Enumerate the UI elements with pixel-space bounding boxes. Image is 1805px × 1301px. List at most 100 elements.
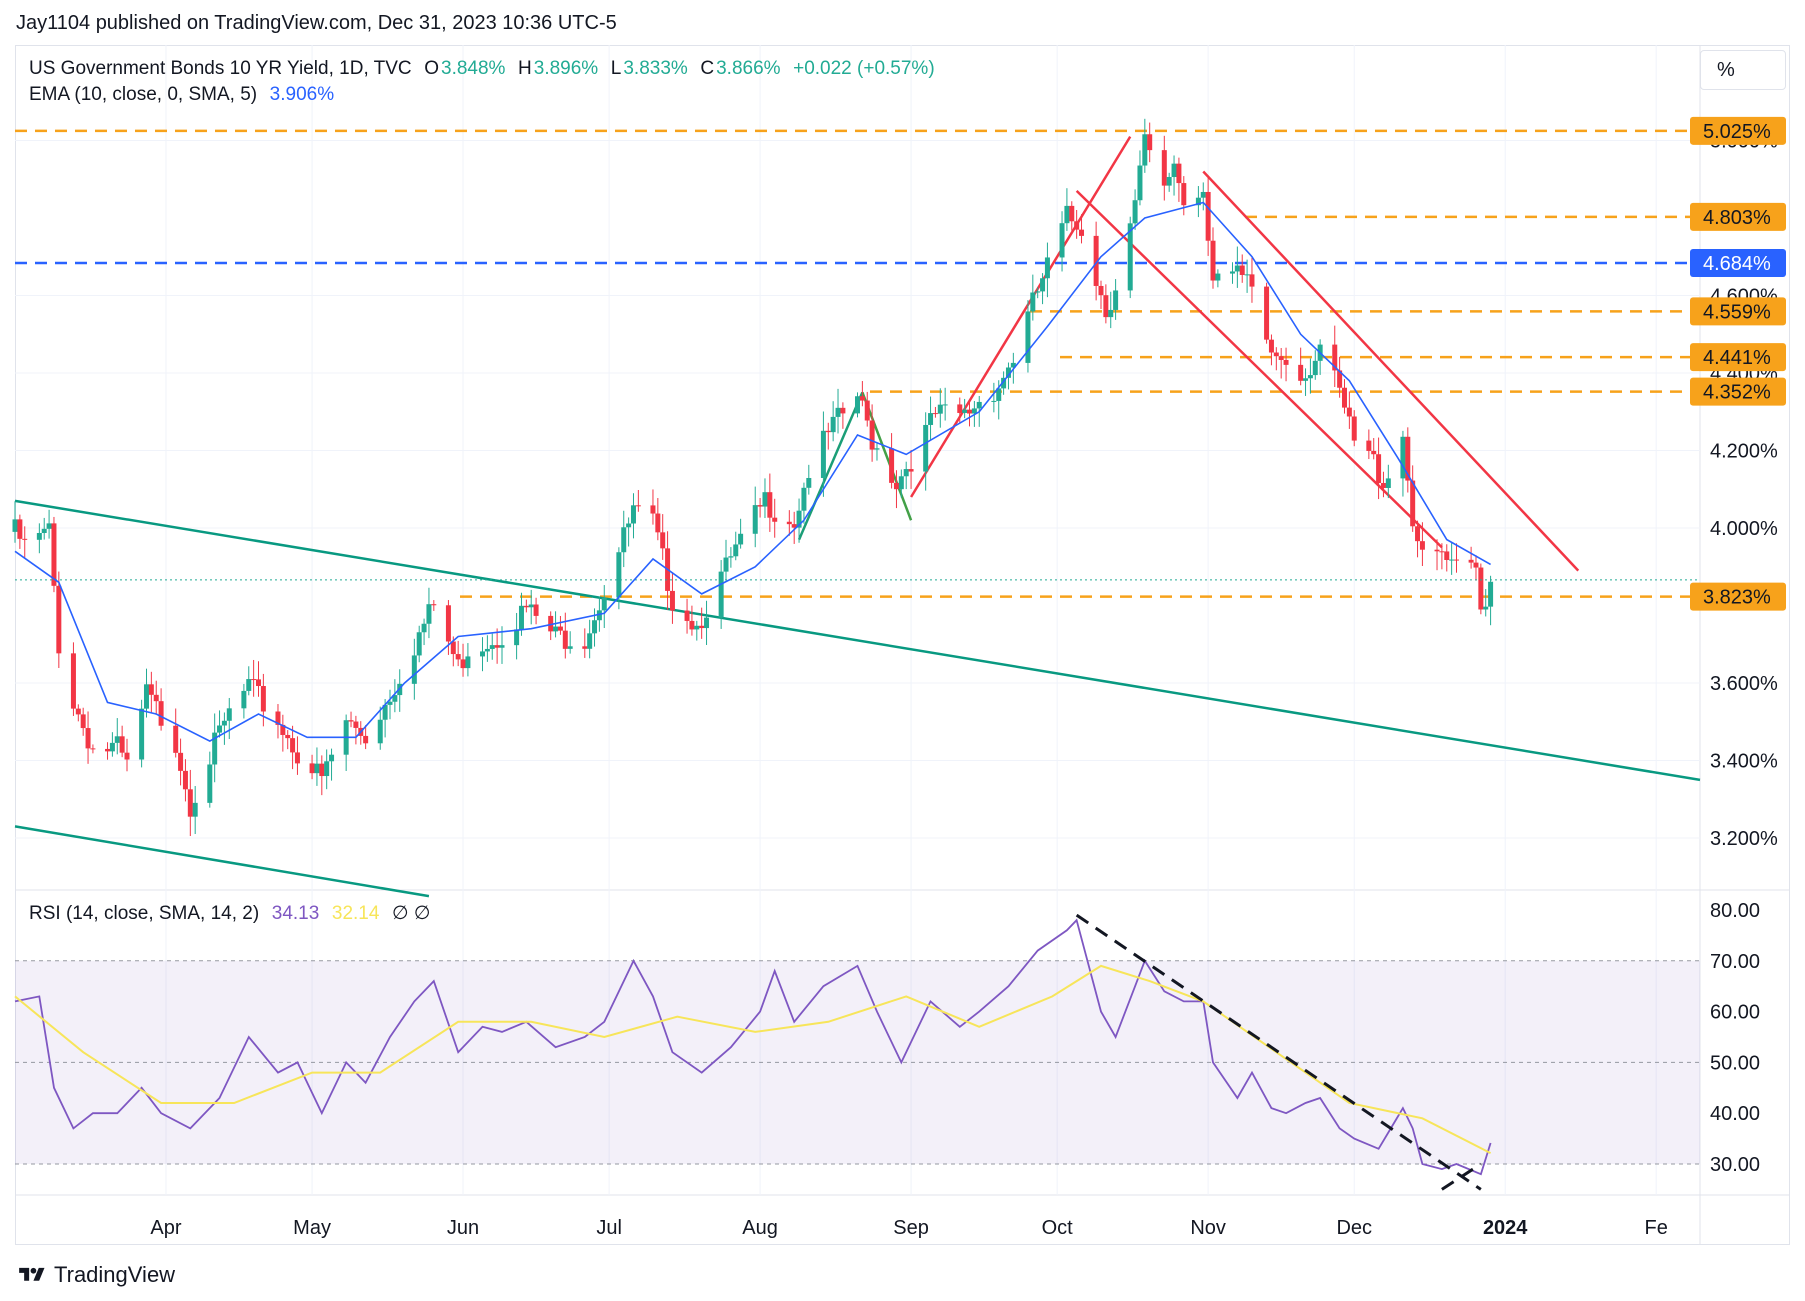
rsi-tick-label: 80.00 bbox=[1710, 900, 1760, 922]
x-tick-label: Jul bbox=[596, 1217, 622, 1239]
candle-body bbox=[217, 725, 223, 733]
candle-body bbox=[635, 505, 641, 507]
candle-body bbox=[421, 623, 427, 633]
candle-body bbox=[1415, 526, 1421, 542]
candle-body bbox=[1341, 387, 1347, 408]
candle-body bbox=[251, 679, 257, 681]
trend-line-green-flag-a bbox=[797, 391, 864, 541]
candle-body bbox=[348, 720, 354, 722]
candle-body bbox=[840, 407, 846, 414]
candle-body bbox=[835, 407, 841, 417]
trend-line-green-flag-b bbox=[861, 391, 913, 521]
candle-body bbox=[1079, 229, 1085, 236]
x-tick-label: Aug bbox=[742, 1217, 778, 1239]
low-value: 3.833% bbox=[623, 58, 688, 79]
candle-body bbox=[898, 476, 904, 490]
candle-body bbox=[1376, 454, 1382, 484]
candle-body bbox=[1210, 240, 1216, 281]
candle-body bbox=[1200, 191, 1206, 198]
rsi-ma-value: 32.14 bbox=[331, 903, 380, 924]
candle-body bbox=[582, 646, 588, 649]
candle-body bbox=[1108, 309, 1114, 318]
candle-body bbox=[1478, 567, 1484, 610]
candle-body bbox=[1449, 559, 1455, 561]
candle-body bbox=[314, 763, 320, 774]
candle-body bbox=[158, 701, 164, 726]
candle-body bbox=[363, 735, 369, 744]
x-tick-label: Oct bbox=[1042, 1217, 1074, 1239]
candle-body bbox=[937, 404, 943, 414]
candle-body bbox=[650, 505, 656, 514]
candle-body bbox=[119, 736, 125, 753]
candle-body bbox=[991, 400, 997, 402]
candle-body bbox=[309, 763, 315, 774]
candle-body bbox=[1366, 440, 1372, 451]
candle-body bbox=[377, 719, 383, 744]
price-level-badge bbox=[1690, 116, 1786, 145]
rsi-tick-label: 40.00 bbox=[1710, 1103, 1760, 1125]
candle-body bbox=[655, 513, 661, 533]
candle-body bbox=[557, 626, 563, 631]
candle-body bbox=[489, 645, 495, 649]
candle-body bbox=[1040, 278, 1046, 292]
candle-body bbox=[80, 714, 86, 729]
candle-body bbox=[942, 404, 948, 406]
x-tick-label: Jun bbox=[447, 1217, 479, 1239]
price-level-badge bbox=[1690, 343, 1786, 372]
percent-scale-button[interactable]: % bbox=[1700, 50, 1786, 90]
candle-body bbox=[869, 420, 875, 450]
price-tick-label: 3.600% bbox=[1710, 673, 1778, 695]
candle-body bbox=[1171, 163, 1177, 178]
candle-body bbox=[1249, 274, 1255, 287]
candle-body bbox=[75, 708, 81, 715]
candle-body bbox=[874, 448, 880, 450]
candle-body bbox=[226, 708, 232, 721]
candle-body bbox=[221, 720, 227, 726]
candle-body bbox=[1283, 359, 1289, 365]
candle-body bbox=[109, 742, 115, 752]
candle-body bbox=[1405, 436, 1411, 481]
candle-body bbox=[1312, 360, 1318, 376]
rsi-value: 34.13 bbox=[271, 903, 320, 924]
price-level-label: 4.559% bbox=[1703, 301, 1771, 323]
candle-body bbox=[450, 641, 456, 655]
rsi-tick-label: 50.00 bbox=[1710, 1052, 1760, 1074]
candle-body bbox=[1103, 295, 1109, 318]
candle-body bbox=[1244, 274, 1250, 276]
candle-body bbox=[1044, 257, 1050, 279]
candle-body bbox=[592, 620, 598, 634]
candle-body bbox=[601, 597, 607, 611]
candle-body bbox=[285, 734, 291, 739]
candle-body bbox=[738, 533, 744, 545]
candle-body bbox=[173, 725, 179, 753]
candle-body bbox=[626, 523, 632, 528]
candle-body bbox=[290, 738, 296, 753]
candle-body bbox=[996, 388, 1002, 401]
candle-body bbox=[56, 585, 62, 654]
candle-body bbox=[1268, 339, 1274, 353]
candle-body bbox=[820, 430, 826, 478]
close-value: 3.866% bbox=[716, 58, 781, 79]
candle-body bbox=[1400, 436, 1406, 479]
high-label: H bbox=[518, 58, 532, 79]
candle-body bbox=[1371, 450, 1377, 455]
candle-body bbox=[630, 505, 636, 524]
candle-body bbox=[329, 754, 335, 762]
ema-label: EMA (10, close, 0, SMA, 5) bbox=[29, 84, 258, 105]
candle-body bbox=[41, 528, 47, 534]
rsi-tick-label: 30.00 bbox=[1710, 1154, 1760, 1176]
candle-body bbox=[392, 695, 398, 702]
candle-body bbox=[1181, 183, 1187, 206]
candle-body bbox=[694, 625, 700, 630]
candle-body bbox=[859, 396, 865, 401]
candle-body bbox=[212, 732, 218, 765]
candle-body bbox=[1001, 377, 1007, 389]
candle-body bbox=[431, 604, 437, 606]
candle-body bbox=[51, 523, 57, 586]
candle-body bbox=[411, 655, 417, 684]
candle-body bbox=[319, 763, 325, 777]
candle-body bbox=[772, 517, 778, 522]
candle-body bbox=[825, 430, 831, 433]
rsi-line bbox=[14, 918, 1492, 1176]
